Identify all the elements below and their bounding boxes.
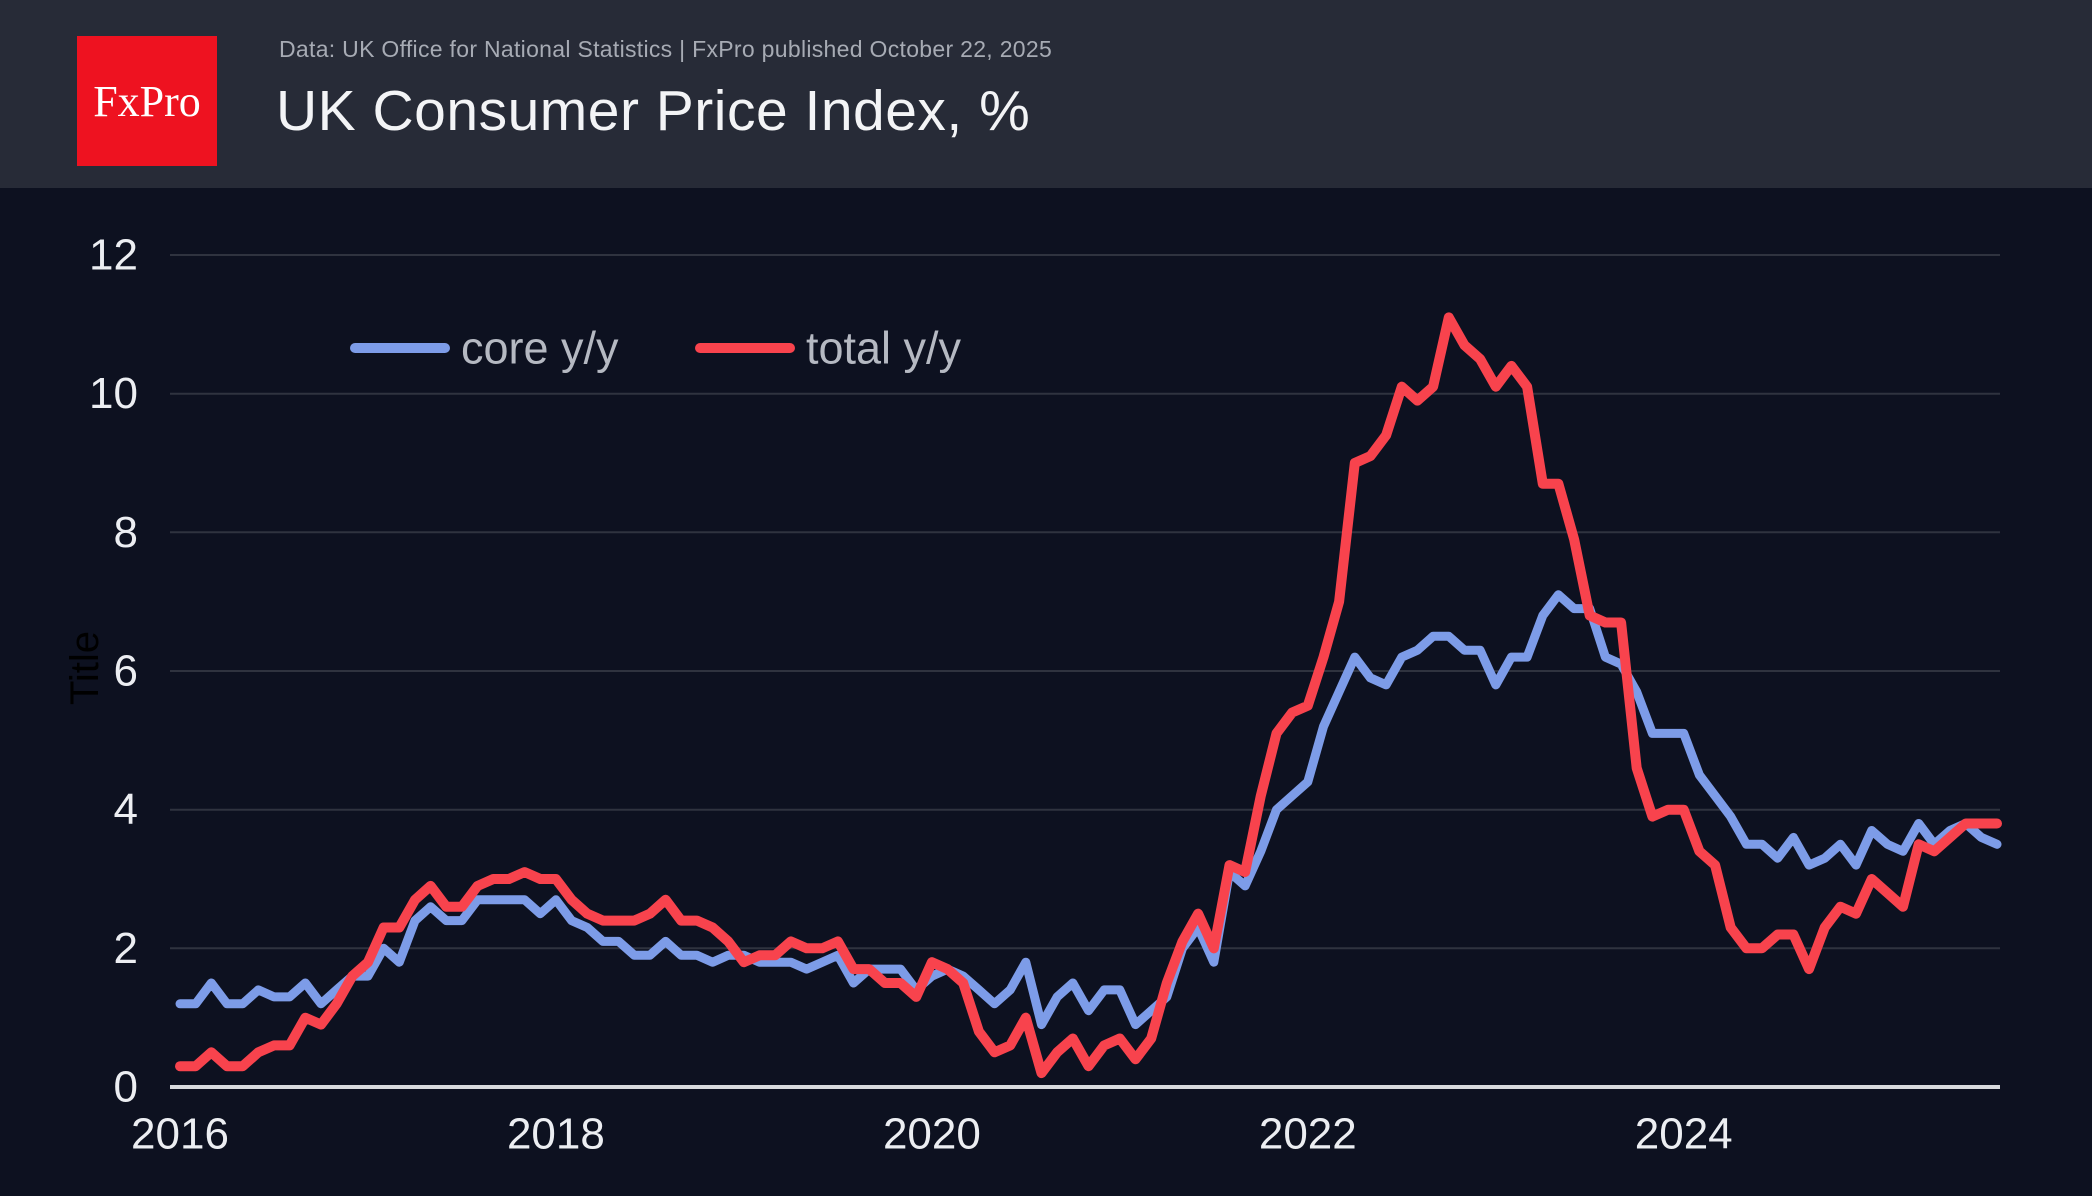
y-tick-label: 4 [114, 785, 138, 834]
x-tick-label: 2018 [507, 1110, 605, 1159]
legend-label-total-y-y: total y/y [806, 323, 962, 374]
y-tick-label: 12 [89, 231, 138, 280]
y-tick-label: 10 [89, 369, 138, 418]
x-tick-label: 2022 [1259, 1110, 1357, 1159]
legend-label-core-y-y: core y/y [461, 323, 619, 374]
x-axis-labels: 2016 2018 2020 2022 2024 [131, 1110, 1733, 1159]
y-tick-label: 0 [114, 1063, 138, 1112]
fxpro-logo: FxPro [77, 36, 217, 166]
x-tick-label: 2024 [1635, 1110, 1733, 1159]
x-tick-label: 2016 [131, 1110, 229, 1159]
x-tick-label: 2020 [883, 1110, 981, 1159]
y-axis-title: Title [63, 631, 107, 705]
gridlines [170, 254, 2000, 1089]
line-total-y-y [175, 312, 2002, 1079]
source-caption: Data: UK Office for National Statistics … [279, 36, 1053, 62]
legend: core y/y total y/y [350, 323, 962, 374]
y-axis-labels: 0 2 4 6 8 10 12 [89, 231, 138, 1112]
y-tick-label: 6 [114, 647, 138, 696]
page-title: UK Consumer Price Index, % [276, 79, 1031, 143]
fxpro-logo-text: FxPro [93, 76, 201, 126]
y-tick-label: 2 [114, 924, 138, 973]
series-lines [175, 312, 2002, 1079]
header: FxPro Data: UK Office for National Stati… [0, 0, 2092, 188]
y-tick-label: 8 [114, 508, 138, 557]
line-core-y-y [175, 590, 2002, 1030]
